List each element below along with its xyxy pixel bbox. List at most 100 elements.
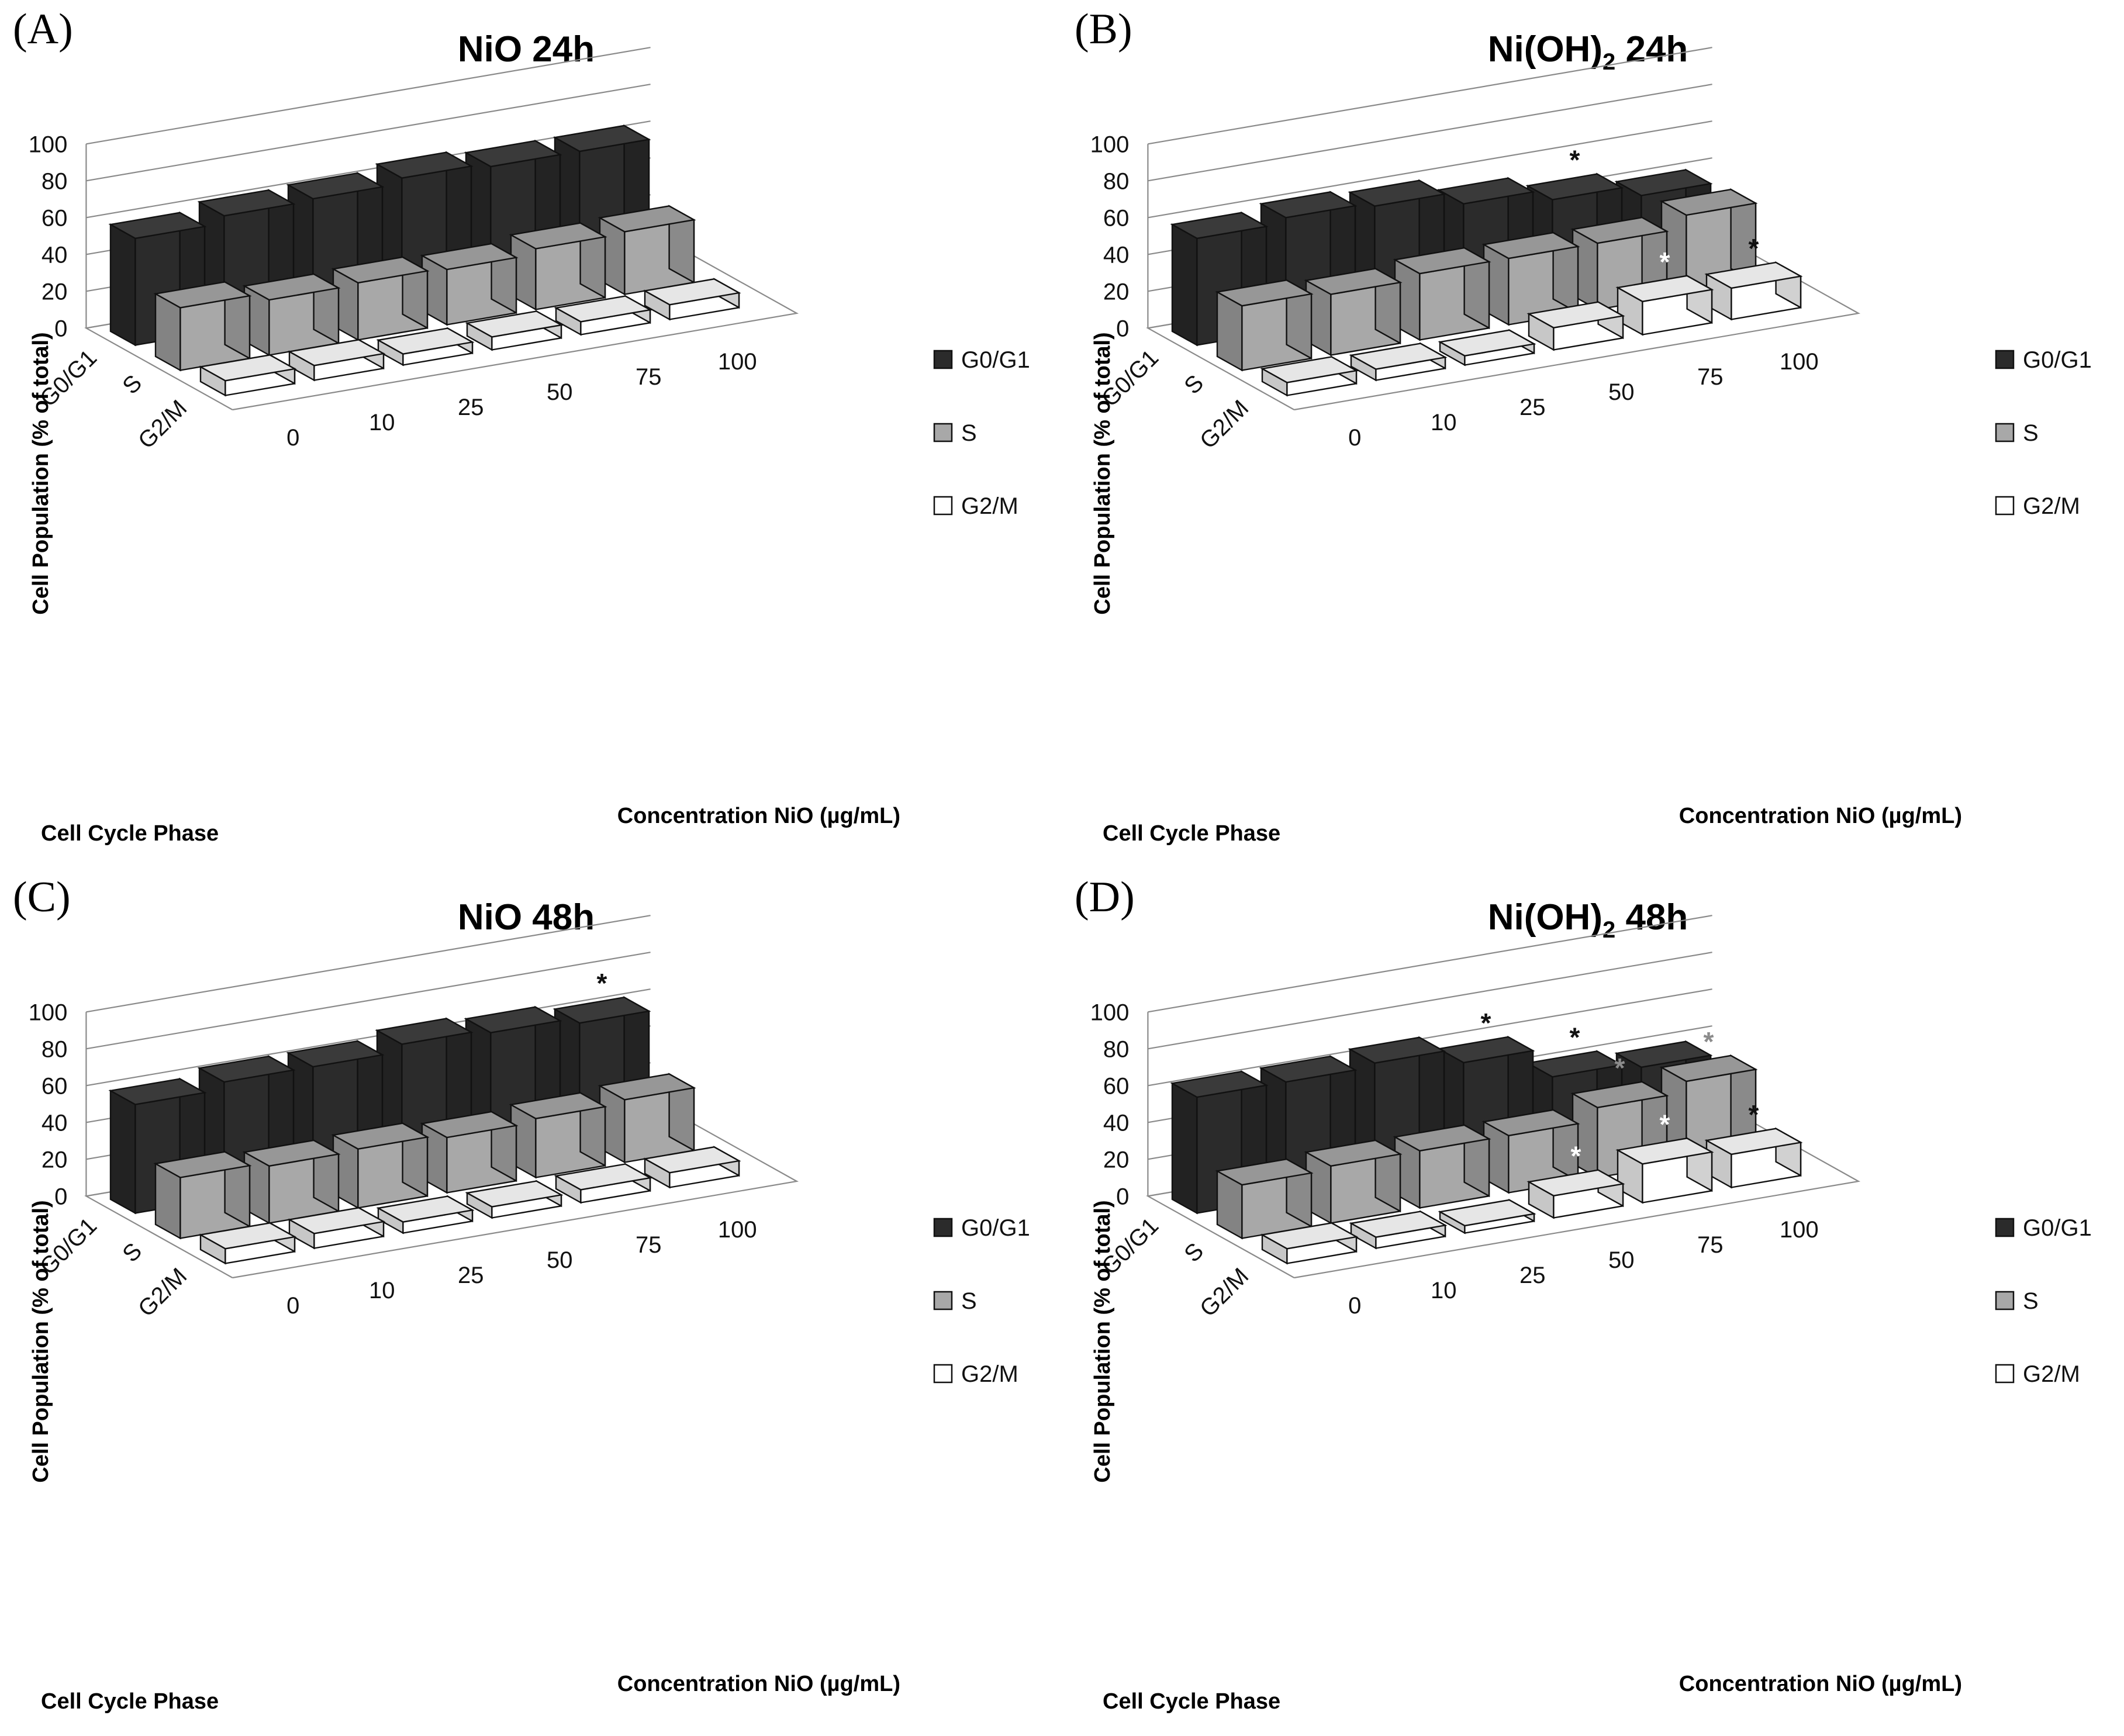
- floor-front-edges: [232, 231, 799, 411]
- bar-g2m-0: [198, 354, 297, 397]
- x-tick-label: 25: [458, 395, 484, 420]
- z-axis-title: Cell Cycle Phase: [1103, 1689, 1280, 1714]
- x-axis-title: Concentration NiO (µg/mL): [617, 804, 900, 828]
- bar-top-face: [198, 1222, 297, 1250]
- bar-top-face: [242, 273, 341, 301]
- significance-star: *: [597, 968, 607, 998]
- legend-label: G2/M: [2023, 493, 2080, 519]
- gridline: [1148, 47, 1712, 145]
- panel-b: (B) Ni(OH)2 24h 0 20 40 60 80 100 * * * 0 10 25 50 75 1…: [1062, 0, 2123, 868]
- y-tick-labels: 0 20 40 60 80 100: [29, 1000, 68, 1209]
- legend-item: G2/M: [933, 1361, 1018, 1387]
- legend-item: G0/G1: [933, 347, 1030, 373]
- legend-item: S: [933, 1288, 977, 1314]
- legend-item: S: [1995, 1288, 2039, 1314]
- bar-s-25: [1393, 1123, 1491, 1209]
- legend-item: G2/M: [1995, 1361, 2080, 1387]
- legend-label: G2/M: [2023, 1361, 2080, 1387]
- significance-star: *: [1570, 1022, 1580, 1052]
- bar-top-face: [420, 243, 519, 271]
- legend-label: G0/G1: [2023, 347, 2092, 373]
- z-tick-label: G2/M: [133, 1263, 192, 1322]
- bar-top-face: [1170, 212, 1269, 240]
- legend-swatch: [933, 496, 953, 516]
- bar-top-face: [286, 172, 385, 200]
- significance-star: *: [1615, 1053, 1625, 1083]
- bar-top-face: [1704, 1128, 1803, 1156]
- legend-item: S: [933, 420, 977, 446]
- y-tick-labels: 0 20 40 60 80 100: [29, 132, 68, 341]
- floor-front-edges: [1294, 231, 1861, 411]
- gridline: [1148, 915, 1712, 1013]
- bar-top-face: [287, 339, 386, 366]
- x-tick-label: 10: [1431, 410, 1457, 435]
- x-axis-title: Concentration NiO (µg/mL): [1679, 804, 1962, 828]
- y-tick-labels: 0 20 40 60 80 100: [1090, 1000, 1130, 1209]
- significance-star: *: [1704, 1026, 1714, 1057]
- x-tick-label: 50: [1608, 1247, 1635, 1273]
- bar-g2m-50: [465, 1180, 564, 1219]
- x-tick-label: 100: [1780, 349, 1819, 375]
- bar-g0g1-0: [1170, 211, 1269, 347]
- significance-stars: * * *: [1570, 145, 1759, 277]
- legend-swatch: [1995, 1218, 2015, 1237]
- panel-letter: (C): [13, 873, 71, 921]
- bar-g2m-75: [1615, 274, 1714, 336]
- y-tick-label: 0: [54, 1184, 67, 1209]
- x-tick-label: 10: [369, 410, 395, 435]
- bar-s-75: [509, 1091, 607, 1179]
- bar-top-face: [1570, 1081, 1669, 1109]
- x-axis-title: Concentration NiO (µg/mL): [617, 1672, 900, 1696]
- x-tick-label: 75: [1697, 1232, 1724, 1258]
- bar-top-face: [1260, 1222, 1359, 1250]
- y-tick-label: 20: [42, 1147, 68, 1173]
- chart-title: NiO 24h: [458, 29, 595, 70]
- bars: [1170, 168, 1803, 397]
- y-tick-label: 60: [1103, 205, 1130, 231]
- y-tick-label: 100: [29, 132, 68, 157]
- x-tick-label: 25: [1519, 395, 1546, 420]
- z-tick-label: S: [118, 370, 147, 399]
- z-tick-label: S: [1179, 1238, 1208, 1267]
- bar-top-face: [375, 1018, 474, 1045]
- bar-top-face: [198, 354, 297, 382]
- bar-top-face: [1659, 1054, 1758, 1083]
- x-tick-label: 100: [718, 1217, 757, 1243]
- y-tick-label: 80: [1103, 1036, 1130, 1062]
- z-tick-label: S: [118, 1238, 147, 1267]
- legend-label: G0/G1: [961, 347, 1030, 373]
- chart-title-subscript: 2: [1603, 917, 1615, 943]
- bar-g2m-25: [376, 1195, 475, 1234]
- chart-title-main: NiO 48h: [458, 897, 595, 938]
- bar-top-face: [375, 151, 474, 179]
- chart-title-suffix: 24h: [1615, 29, 1688, 70]
- legend-item: G0/G1: [1995, 1215, 2092, 1241]
- y-tick-labels: 0 20 40 60 80 100: [1090, 132, 1130, 341]
- bar-top-face: [1215, 279, 1314, 307]
- y-tick-label: 0: [1116, 316, 1129, 341]
- y-tick-label: 20: [42, 279, 68, 305]
- legend: G0/G1 S G2/M: [933, 1215, 1030, 1387]
- legend-label: G2/M: [961, 1361, 1018, 1387]
- panel-d: (D) Ni(OH)2 48h 0 20 40 60 80 100 * * * * * * * 0 10 25 5…: [1062, 868, 2123, 1736]
- bar-top-face: [1438, 329, 1536, 357]
- bar-g2m-25: [1438, 1198, 1536, 1234]
- bar-top-face: [153, 1151, 252, 1178]
- bar-top-face: [1659, 188, 1758, 216]
- bar-top-face: [331, 256, 430, 284]
- bar-top-face: [509, 222, 607, 250]
- bar-top-face: [420, 1111, 519, 1139]
- bar-g2m-0: [198, 1222, 297, 1265]
- z-axis-title: Cell Cycle Phase: [41, 1689, 219, 1714]
- bar-s-25: [331, 255, 430, 341]
- legend-label: S: [961, 420, 977, 446]
- bar-top-face: [1436, 1036, 1535, 1064]
- legend-swatch: [1995, 1364, 2015, 1384]
- y-tick-label: 80: [42, 1036, 68, 1062]
- significance-star: *: [1749, 233, 1759, 264]
- bar-top-face: [643, 278, 741, 306]
- legend: G0/G1 S G2/M: [1995, 1215, 2092, 1387]
- bar-top-face: [1349, 1211, 1448, 1238]
- x-tick-label: 25: [458, 1263, 484, 1288]
- bar-top-face: [1614, 169, 1713, 196]
